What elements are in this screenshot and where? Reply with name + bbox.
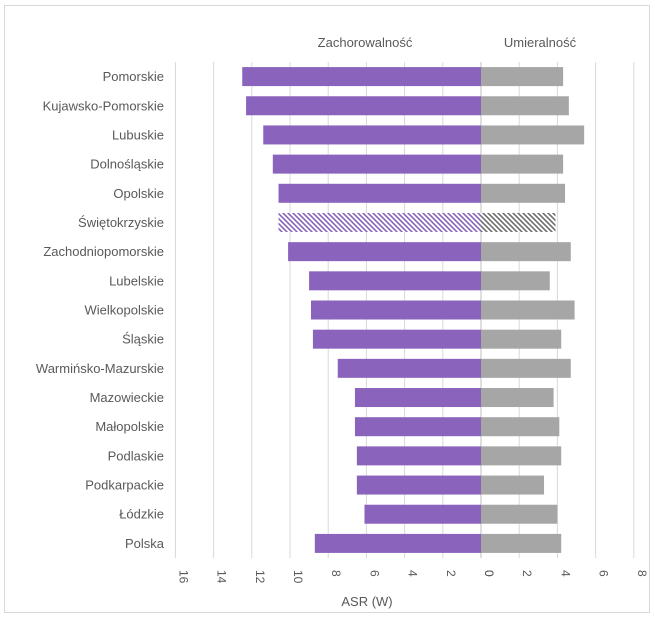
labels: Zachorowalność Umieralność ASR (W) 16 14 1… xyxy=(36,35,649,609)
bar-umieralnosc xyxy=(481,475,545,495)
bar-zachorowalnosc xyxy=(312,329,481,349)
tick-label-right: 6 xyxy=(597,570,611,577)
tick-label-left: 8 xyxy=(329,570,343,577)
bar-umieralnosc xyxy=(481,125,585,145)
bar-zachorowalnosc xyxy=(314,533,481,553)
bar-zachorowalnosc xyxy=(356,475,481,495)
tick-label-right: 4 xyxy=(558,570,572,577)
bar-umieralnosc xyxy=(481,300,575,320)
tick-label-left: 14 xyxy=(215,570,229,584)
bar-umieralnosc xyxy=(481,271,550,291)
bar-zachorowalnosc xyxy=(246,96,481,116)
category-label: Wielkopolskie xyxy=(85,303,164,318)
tick-label-left: 16 xyxy=(176,570,190,584)
bar-zachorowalnosc xyxy=(311,300,481,320)
category-label: Kujawsko-Pomorskie xyxy=(43,98,164,113)
bar-umieralnosc xyxy=(481,533,562,553)
bar-zachorowalnosc xyxy=(272,154,481,174)
bar-umieralnosc xyxy=(481,388,554,408)
bar-zachorowalnosc xyxy=(364,504,481,524)
tick-label-left: 4 xyxy=(406,570,420,577)
tick-label-right: 2 xyxy=(520,570,534,577)
bar-umieralnosc xyxy=(481,358,571,378)
tick-label-right: 0 xyxy=(482,570,496,577)
category-label: Warmińsko-Mazurskie xyxy=(36,361,164,376)
bar-zachorowalnosc xyxy=(288,242,481,262)
bar-zachorowalnosc xyxy=(354,388,481,408)
tick-label-left: 10 xyxy=(291,570,305,584)
bar-umieralnosc xyxy=(481,446,562,466)
category-label: Świętokrzyskie xyxy=(78,215,164,230)
series-title-right: Umieralność xyxy=(504,35,577,50)
category-label: Śląskie xyxy=(122,332,164,347)
bar-zachorowalnosc xyxy=(309,271,481,291)
bar-zachorowalnosc xyxy=(242,67,481,87)
category-label: Opolskie xyxy=(113,186,164,201)
bar-umieralnosc xyxy=(481,242,571,262)
bar-zachorowalnosc xyxy=(263,125,481,145)
category-label: Dolnośląskie xyxy=(90,157,164,172)
bars xyxy=(242,67,585,553)
bar-zachorowalnosc xyxy=(356,446,481,466)
category-label: Polska xyxy=(125,536,165,551)
category-label: Podlaskie xyxy=(108,448,164,463)
bar-umieralnosc xyxy=(481,67,564,87)
tick-label-left: 6 xyxy=(367,570,381,577)
bar-umieralnosc xyxy=(481,329,562,349)
category-label: Lubelskie xyxy=(109,273,164,288)
category-label: Łódzkie xyxy=(119,507,164,522)
bar-umieralnosc xyxy=(481,183,566,203)
series-title-left: Zachorowalność xyxy=(318,35,413,50)
bar-umieralnosc xyxy=(481,96,569,116)
tick-label-right: 8 xyxy=(635,570,649,577)
bar-umieralnosc xyxy=(481,417,560,437)
category-label: Mazowieckie xyxy=(90,390,164,405)
bar-zachorowalnosc xyxy=(278,183,481,203)
category-label: Małopolskie xyxy=(95,419,164,434)
tick-label-left: 0 xyxy=(482,570,496,577)
bar-umieralnosc xyxy=(481,154,564,174)
bar-zachorowalnosc xyxy=(278,212,481,232)
category-label: Zachodniopomorskie xyxy=(43,244,164,259)
tick-label-left: 2 xyxy=(444,570,458,577)
category-label: Pomorskie xyxy=(103,69,164,84)
bar-zachorowalnosc xyxy=(354,417,481,437)
bar-umieralnosc xyxy=(481,504,558,524)
bar-zachorowalnosc xyxy=(337,358,481,378)
bar-umieralnosc xyxy=(481,212,556,232)
x-axis-title: ASR (W) xyxy=(341,594,392,609)
tick-label-left: 12 xyxy=(253,570,267,584)
category-label: Lubuskie xyxy=(112,127,164,142)
category-label: Podkarpackie xyxy=(85,478,164,493)
